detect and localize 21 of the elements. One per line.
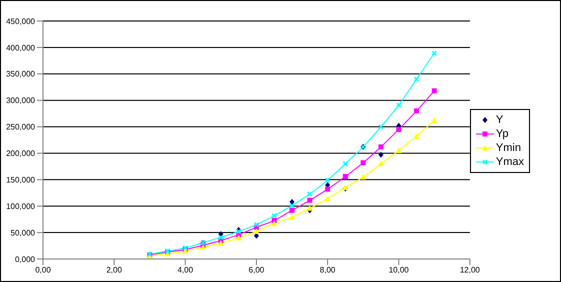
y-tick-label: 150,000	[6, 176, 36, 185]
x-tick-label: 6,00	[248, 266, 265, 275]
x-tick-label: 4,00	[178, 266, 194, 275]
x-tick-label: 0,00	[35, 266, 52, 275]
y-tick-label: 450,000	[6, 16, 36, 26]
x-tick-label: 2,00	[106, 266, 122, 275]
y-tick-label: 400,000	[6, 43, 36, 52]
legend-label: Ymax	[496, 156, 524, 168]
y-tick-label: 50,000	[10, 228, 36, 238]
legend-label: Y	[496, 114, 504, 126]
y-tick-label: 200,000	[6, 149, 36, 158]
legend-label: Ymin	[496, 142, 521, 154]
x-tick-label: 8,00	[320, 266, 336, 275]
y-tick-label: 300,000	[6, 96, 36, 106]
x-tick-label: 10,00	[388, 266, 410, 275]
y-tick-label: 350,000	[6, 70, 36, 79]
legend-label: Yp	[496, 128, 509, 140]
y-tick-label: 250,000	[6, 122, 36, 132]
x-tick-label: 12,00	[460, 266, 480, 275]
y-tick-label: 100,000	[6, 202, 36, 211]
y-tick-label: 0,000	[14, 254, 36, 264]
